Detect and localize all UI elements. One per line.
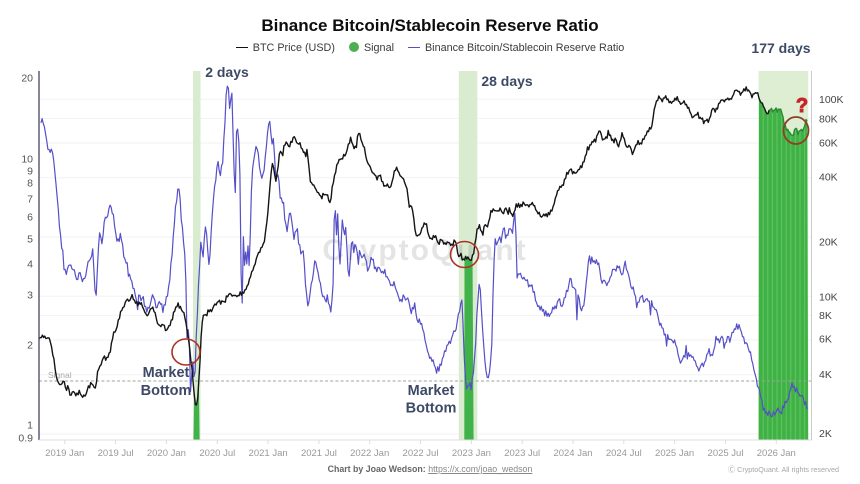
svg-text:2020 Jul: 2020 Jul — [199, 448, 235, 459]
svg-text:8K: 8K — [819, 310, 832, 322]
svg-text:Market: Market — [408, 383, 455, 399]
svg-text:Bottom: Bottom — [406, 401, 457, 417]
svg-text:2 days: 2 days — [205, 64, 249, 80]
svg-text:2021 Jul: 2021 Jul — [301, 448, 337, 459]
svg-text:2025 Jul: 2025 Jul — [708, 448, 744, 459]
svg-text:40K: 40K — [819, 172, 838, 184]
svg-text:0.9: 0.9 — [18, 433, 33, 445]
svg-text:10: 10 — [21, 154, 33, 166]
svg-text:2: 2 — [27, 340, 33, 352]
svg-text:2022 Jul: 2022 Jul — [403, 448, 439, 459]
svg-text:5: 5 — [27, 234, 33, 246]
svg-text:28 days: 28 days — [481, 73, 533, 89]
svg-text:2024 Jul: 2024 Jul — [606, 448, 642, 459]
svg-text:2K: 2K — [819, 428, 832, 440]
svg-text:1: 1 — [27, 420, 33, 432]
svg-text:2019 Jul: 2019 Jul — [98, 448, 134, 459]
svg-text:6: 6 — [27, 212, 33, 224]
svg-text:3: 3 — [27, 290, 33, 302]
svg-text:20: 20 — [21, 73, 33, 85]
svg-text:100K: 100K — [819, 94, 844, 106]
svg-text:2022 Jan: 2022 Jan — [350, 448, 389, 459]
svg-text:Signal: Signal — [48, 370, 72, 380]
svg-text:2026 Jan: 2026 Jan — [757, 448, 796, 459]
svg-text:2025 Jan: 2025 Jan — [655, 448, 694, 459]
svg-text:2023 Jan: 2023 Jan — [452, 448, 491, 459]
svg-text:7: 7 — [27, 194, 33, 206]
svg-text:80K: 80K — [819, 114, 838, 126]
svg-text:2021 Jan: 2021 Jan — [249, 448, 288, 459]
svg-text:6K: 6K — [819, 334, 832, 346]
svg-text:10K: 10K — [819, 292, 838, 304]
svg-text:2023 Jul: 2023 Jul — [504, 448, 540, 459]
svg-text:9: 9 — [27, 166, 33, 178]
svg-text:60K: 60K — [819, 138, 838, 150]
svg-text:2019 Jan: 2019 Jan — [45, 448, 84, 459]
svg-text:?: ? — [796, 95, 808, 117]
svg-text:2024 Jan: 2024 Jan — [553, 448, 592, 459]
svg-text:177 days: 177 days — [751, 40, 810, 56]
svg-text:Bottom: Bottom — [141, 383, 192, 399]
svg-text:20K: 20K — [819, 237, 838, 249]
svg-text:2020 Jan: 2020 Jan — [147, 448, 186, 459]
svg-text:Market: Market — [143, 365, 190, 381]
svg-text:4K: 4K — [819, 369, 832, 381]
svg-text:8: 8 — [27, 178, 33, 190]
svg-text:4: 4 — [27, 259, 33, 271]
